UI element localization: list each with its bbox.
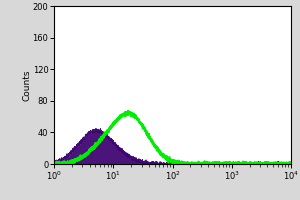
Y-axis label: Counts: Counts (22, 69, 31, 101)
